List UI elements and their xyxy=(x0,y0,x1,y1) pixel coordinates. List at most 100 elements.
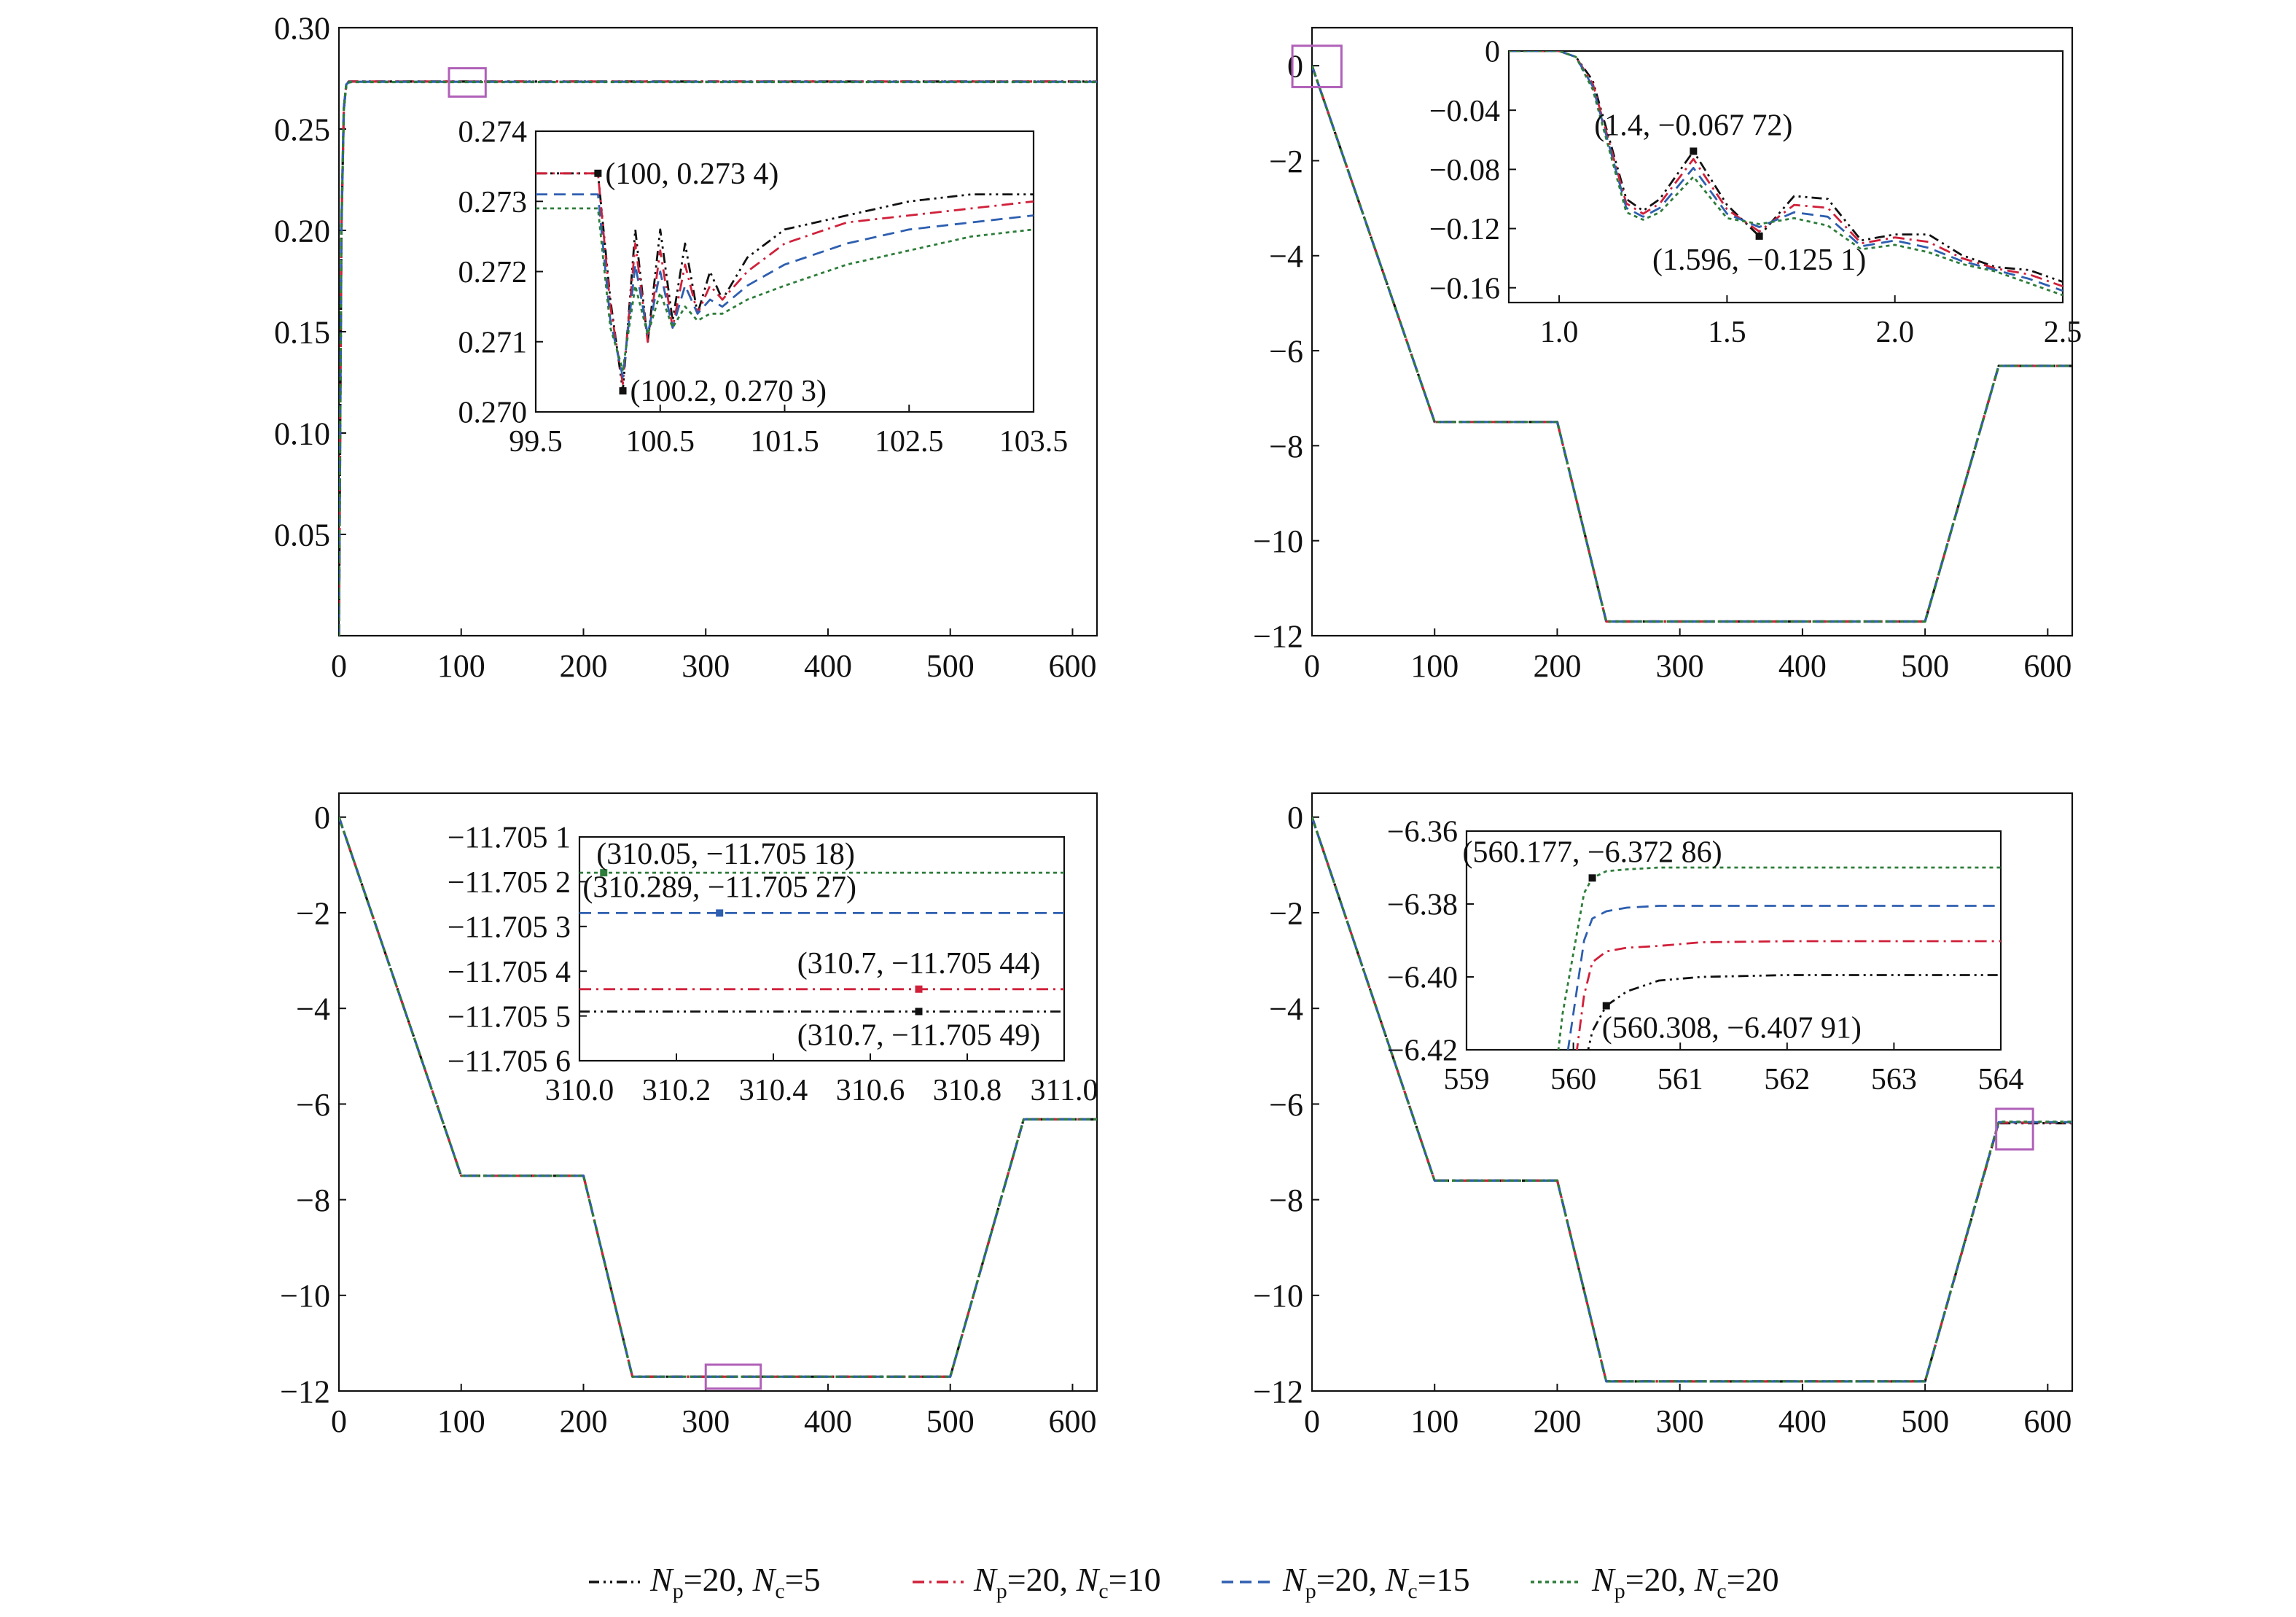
legend-label-2: Np=20, Nc=10 xyxy=(973,1561,1161,1603)
panel-a-series-group xyxy=(339,80,1097,636)
panel-c-inset-ytick-label: −11.705 5 xyxy=(448,1000,571,1034)
panel-c-inset-annotation: (310.289, −11.705 27) xyxy=(582,870,856,904)
panel-c-series-group xyxy=(339,817,1097,1378)
panel-b-inset-annotation: (1.596, −0.125 1) xyxy=(1652,243,1866,277)
panel-b-series-line-2 xyxy=(1312,65,2072,623)
panel-a: 0 100 200 300 400 500 600 0.05 0.10 0.15 0.20 0.25 0… xyxy=(274,10,1098,684)
legend-symbol: N xyxy=(973,1561,998,1598)
legend: Np=20, Nc=5 Np=20, Nc=10 Np=20, Nc=15 Np=20… xyxy=(589,1561,1779,1603)
panel-d-ytick-label: −4 xyxy=(1269,991,1303,1027)
panel-b-ytick-label: −2 xyxy=(1269,144,1303,179)
legend-equals: = xyxy=(785,1561,804,1598)
legend-separator: , xyxy=(1678,1561,1695,1598)
panel-a-inset-xtick-label: 99.5 xyxy=(509,425,563,459)
legend-nc-value: 5 xyxy=(804,1561,821,1598)
panel-a-ytick-label: 0.25 xyxy=(274,112,330,147)
panel-a-xtick-label: 600 xyxy=(1048,648,1096,684)
panel-c-ytick-label: −10 xyxy=(280,1278,330,1314)
panel-d-inset-xtick-label: 564 xyxy=(1978,1063,2024,1096)
legend-equals: = xyxy=(684,1561,703,1598)
panel-b-inset-series-line-4 xyxy=(1509,51,2063,297)
panel-c-ytick-label: −2 xyxy=(296,895,330,931)
legend-label-3: Np=20, Nc=15 xyxy=(1282,1561,1470,1603)
legend-subscript: p xyxy=(996,1579,1007,1603)
legend-item-1: Np=20, Nc=5 xyxy=(589,1561,821,1603)
legend-subscript: p xyxy=(673,1579,684,1603)
panel-d-inset: 559 560 561 562 563 564 −6.36 −6.38 −6.40 −6.42 (5… xyxy=(1387,816,2024,1096)
panel-a-inset-ytick-label: 0.272 xyxy=(458,256,528,289)
legend-separator: , xyxy=(1060,1561,1077,1598)
panel-c-ytick-label: 0 xyxy=(314,800,330,835)
panel-c-inset-marker xyxy=(600,869,608,877)
panel-d-xtick-label: 0 xyxy=(1304,1403,1320,1439)
panel-d-xtick-label: 600 xyxy=(2023,1403,2072,1439)
panel-c-inset-annotation: (310.7, −11.705 49) xyxy=(797,1018,1041,1052)
panel-c-ytick-label: −6 xyxy=(296,1087,330,1123)
panel-a-inset-series-group xyxy=(536,172,1034,392)
legend-subscript: c xyxy=(775,1579,784,1603)
panel-a-inset-ytick-label: 0.270 xyxy=(458,397,528,430)
panel-b-series-group xyxy=(1312,65,2072,623)
panel-c-ytick-label: −12 xyxy=(280,1374,330,1409)
panel-c-xtick-label: 300 xyxy=(682,1403,730,1439)
panel-a-inset-xtick-label: 103.5 xyxy=(999,425,1069,459)
legend-np-value: 20 xyxy=(1026,1561,1060,1598)
legend-subscript: c xyxy=(1407,1579,1417,1603)
panel-a-ytick-label: 0.10 xyxy=(274,416,330,451)
panel-c-inset-frame xyxy=(578,835,1066,1062)
panel-a-inset-series-line-3 xyxy=(536,193,1034,378)
panel-c-inset-annotation: (310.7, −11.705 44) xyxy=(797,947,1041,981)
panel-d-xtick-label: 400 xyxy=(1778,1403,1827,1439)
panel-b-frame xyxy=(1311,26,2074,637)
panel-b-ytick-label: −10 xyxy=(1253,523,1303,559)
panel-c-inset-xtick-label: 310.4 xyxy=(739,1074,808,1107)
panel-d-xtick-label: 300 xyxy=(1656,1403,1704,1439)
panel-c-xtick-label: 0 xyxy=(331,1403,347,1439)
legend-equals: = xyxy=(1316,1561,1335,1598)
panel-c-inset-marker xyxy=(915,985,923,993)
legend-equals: = xyxy=(1727,1561,1746,1598)
panel-d-inset-ytick-label: −6.38 xyxy=(1387,889,1458,922)
panel-d-inset-series-line-4 xyxy=(1557,866,2001,1050)
legend-subscript: c xyxy=(1717,1579,1726,1603)
panel-c-series-line-4 xyxy=(339,817,1097,1378)
panel-c-inset-xtick-label: 310.8 xyxy=(933,1074,1002,1107)
panel-d-inset-series-line-2 xyxy=(1576,940,2001,1050)
panel-a-inset-ytick-label: 0.274 xyxy=(458,116,528,149)
panel-c-xtick-label: 200 xyxy=(559,1403,607,1439)
panel-d-inset-marker xyxy=(1602,1002,1610,1010)
legend-symbol: N xyxy=(1076,1561,1101,1598)
panel-b-zoom-box xyxy=(1291,44,1343,88)
legend-subscript: p xyxy=(1614,1579,1625,1603)
panel-a-inset-xtick-label: 102.5 xyxy=(875,425,944,459)
panel-d-inset-ytick-label: −6.42 xyxy=(1387,1035,1458,1068)
legend-nc-value: 15 xyxy=(1437,1561,1470,1598)
panel-b-inset-series-line-3 xyxy=(1509,51,2063,292)
panel-a-inset-ytick-label: 0.271 xyxy=(458,326,528,359)
panel-b-ytick-label: −4 xyxy=(1269,238,1303,274)
legend-item-2: Np=20, Nc=10 xyxy=(913,1561,1161,1603)
panel-b-inset-ytick-label: −0.04 xyxy=(1429,95,1500,128)
panel-d-ytick-label: −2 xyxy=(1269,895,1303,931)
panel-d-inset-xtick-label: 561 xyxy=(1657,1063,1703,1096)
legend-equals: = xyxy=(1418,1561,1437,1598)
legend-equals: = xyxy=(1007,1561,1026,1598)
legend-item-3: Np=20, Nc=15 xyxy=(1222,1561,1470,1603)
legend-separator: , xyxy=(1369,1561,1386,1598)
panel-c-inset-xtick-label: 310.6 xyxy=(836,1074,905,1107)
panel-a-inset-series-line-2 xyxy=(536,172,1034,385)
legend-label-4: Np=20, Nc=20 xyxy=(1591,1561,1779,1603)
panel-d-xtick-label: 500 xyxy=(1901,1403,1949,1439)
panel-c-xtick-label: 100 xyxy=(437,1403,485,1439)
panel-c-inset-ytick-label: −11.705 4 xyxy=(448,956,571,989)
legend-symbol: N xyxy=(1591,1561,1616,1598)
legend-label-1: Np=20, Nc=5 xyxy=(649,1561,821,1603)
panel-b-inset-xtick-label: 2.0 xyxy=(1875,316,1914,349)
panel-b-xtick-label: 500 xyxy=(1901,648,1949,684)
panel-b-inset-ytick-label: 0 xyxy=(1485,36,1500,69)
panel-b-inset: 1.0 1.5 2.0 2.5 0 −0.04 −0.08 −0.12 −0.16 (1.4, −… xyxy=(1429,36,2082,349)
legend-symbol: N xyxy=(1282,1561,1307,1598)
panel-b-ytick-label: −12 xyxy=(1253,618,1303,654)
legend-nc-value: 20 xyxy=(1746,1561,1779,1598)
